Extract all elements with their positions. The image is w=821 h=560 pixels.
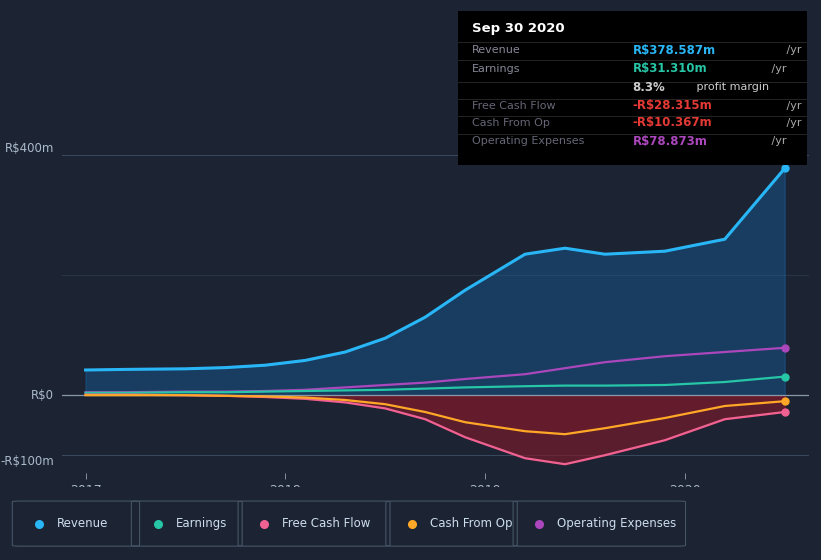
Text: Cash From Op: Cash From Op	[472, 118, 550, 128]
Text: profit margin: profit margin	[693, 82, 768, 92]
Text: Operating Expenses: Operating Expenses	[557, 517, 677, 530]
Text: R$0: R$0	[31, 389, 54, 402]
Text: Earnings: Earnings	[176, 517, 227, 530]
Text: Free Cash Flow: Free Cash Flow	[472, 101, 556, 111]
Text: Cash From Op: Cash From Op	[430, 517, 512, 530]
Text: -R$100m: -R$100m	[0, 455, 54, 468]
Text: R$378.587m: R$378.587m	[633, 44, 716, 57]
Text: /yr: /yr	[782, 101, 801, 111]
Text: -R$28.315m: -R$28.315m	[633, 100, 713, 113]
Text: /yr: /yr	[782, 118, 801, 128]
Text: Earnings: Earnings	[472, 64, 521, 74]
Text: Revenue: Revenue	[472, 45, 521, 55]
Text: Free Cash Flow: Free Cash Flow	[282, 517, 371, 530]
Text: /yr: /yr	[768, 64, 787, 74]
Text: Sep 30 2020: Sep 30 2020	[472, 22, 565, 35]
Text: Operating Expenses: Operating Expenses	[472, 136, 585, 146]
Text: -R$10.367m: -R$10.367m	[633, 116, 712, 129]
Text: R$400m: R$400m	[5, 142, 54, 155]
Text: Revenue: Revenue	[57, 517, 108, 530]
Text: /yr: /yr	[782, 45, 801, 55]
Text: 8.3%: 8.3%	[633, 81, 665, 94]
Text: R$78.873m: R$78.873m	[633, 135, 708, 148]
Text: R$31.310m: R$31.310m	[633, 63, 707, 76]
Text: /yr: /yr	[768, 136, 787, 146]
